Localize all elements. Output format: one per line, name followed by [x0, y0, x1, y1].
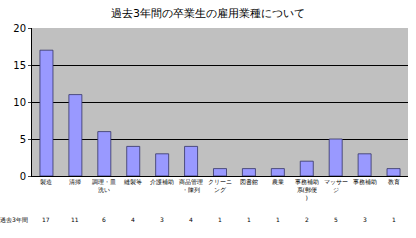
svg-text:15: 15	[13, 60, 26, 71]
svg-text:過去3年間: 過去3年間	[0, 216, 28, 223]
svg-text:縫製等: 縫製等	[123, 178, 142, 185]
svg-text:図書館: 図書館	[240, 178, 258, 185]
svg-text:教育: 教育	[388, 178, 400, 185]
svg-text:事務補助: 事務補助	[353, 178, 377, 185]
svg-text:17: 17	[42, 216, 50, 223]
svg-text:3: 3	[160, 216, 164, 223]
svg-text:0: 0	[20, 171, 26, 182]
svg-text:過去3年間の卒業生の雇用業種について: 過去3年間の卒業生の雇用業種について	[111, 7, 305, 20]
svg-text:1: 1	[392, 216, 396, 223]
svg-text:1: 1	[276, 216, 280, 223]
svg-text:10: 10	[13, 97, 26, 108]
svg-text:4: 4	[131, 216, 135, 223]
svg-text:製造: 製造	[40, 178, 52, 185]
svg-text:4: 4	[189, 216, 193, 223]
svg-text:商品管理・陳列: 商品管理・陳列	[179, 178, 203, 193]
svg-text:農業: 農業	[272, 178, 284, 185]
svg-text:5: 5	[334, 216, 338, 223]
svg-text:クリーニング: クリーニング	[208, 178, 232, 193]
svg-text:2: 2	[305, 216, 309, 223]
svg-text:調理・皿洗い: 調理・皿洗い	[92, 178, 116, 193]
svg-text:事務補助系(郵便): 事務補助系(郵便)	[295, 178, 319, 201]
svg-text:6: 6	[102, 216, 106, 223]
svg-text:20: 20	[13, 23, 26, 34]
svg-text:1: 1	[247, 216, 251, 223]
svg-text:5: 5	[20, 134, 26, 145]
svg-text:介護補助: 介護補助	[150, 178, 174, 185]
svg-text:11: 11	[71, 216, 79, 223]
svg-text:マッサージ: マッサージ	[324, 178, 348, 193]
svg-text:1: 1	[218, 216, 222, 223]
svg-text:3: 3	[363, 216, 367, 223]
svg-text:清掃: 清掃	[69, 178, 81, 185]
